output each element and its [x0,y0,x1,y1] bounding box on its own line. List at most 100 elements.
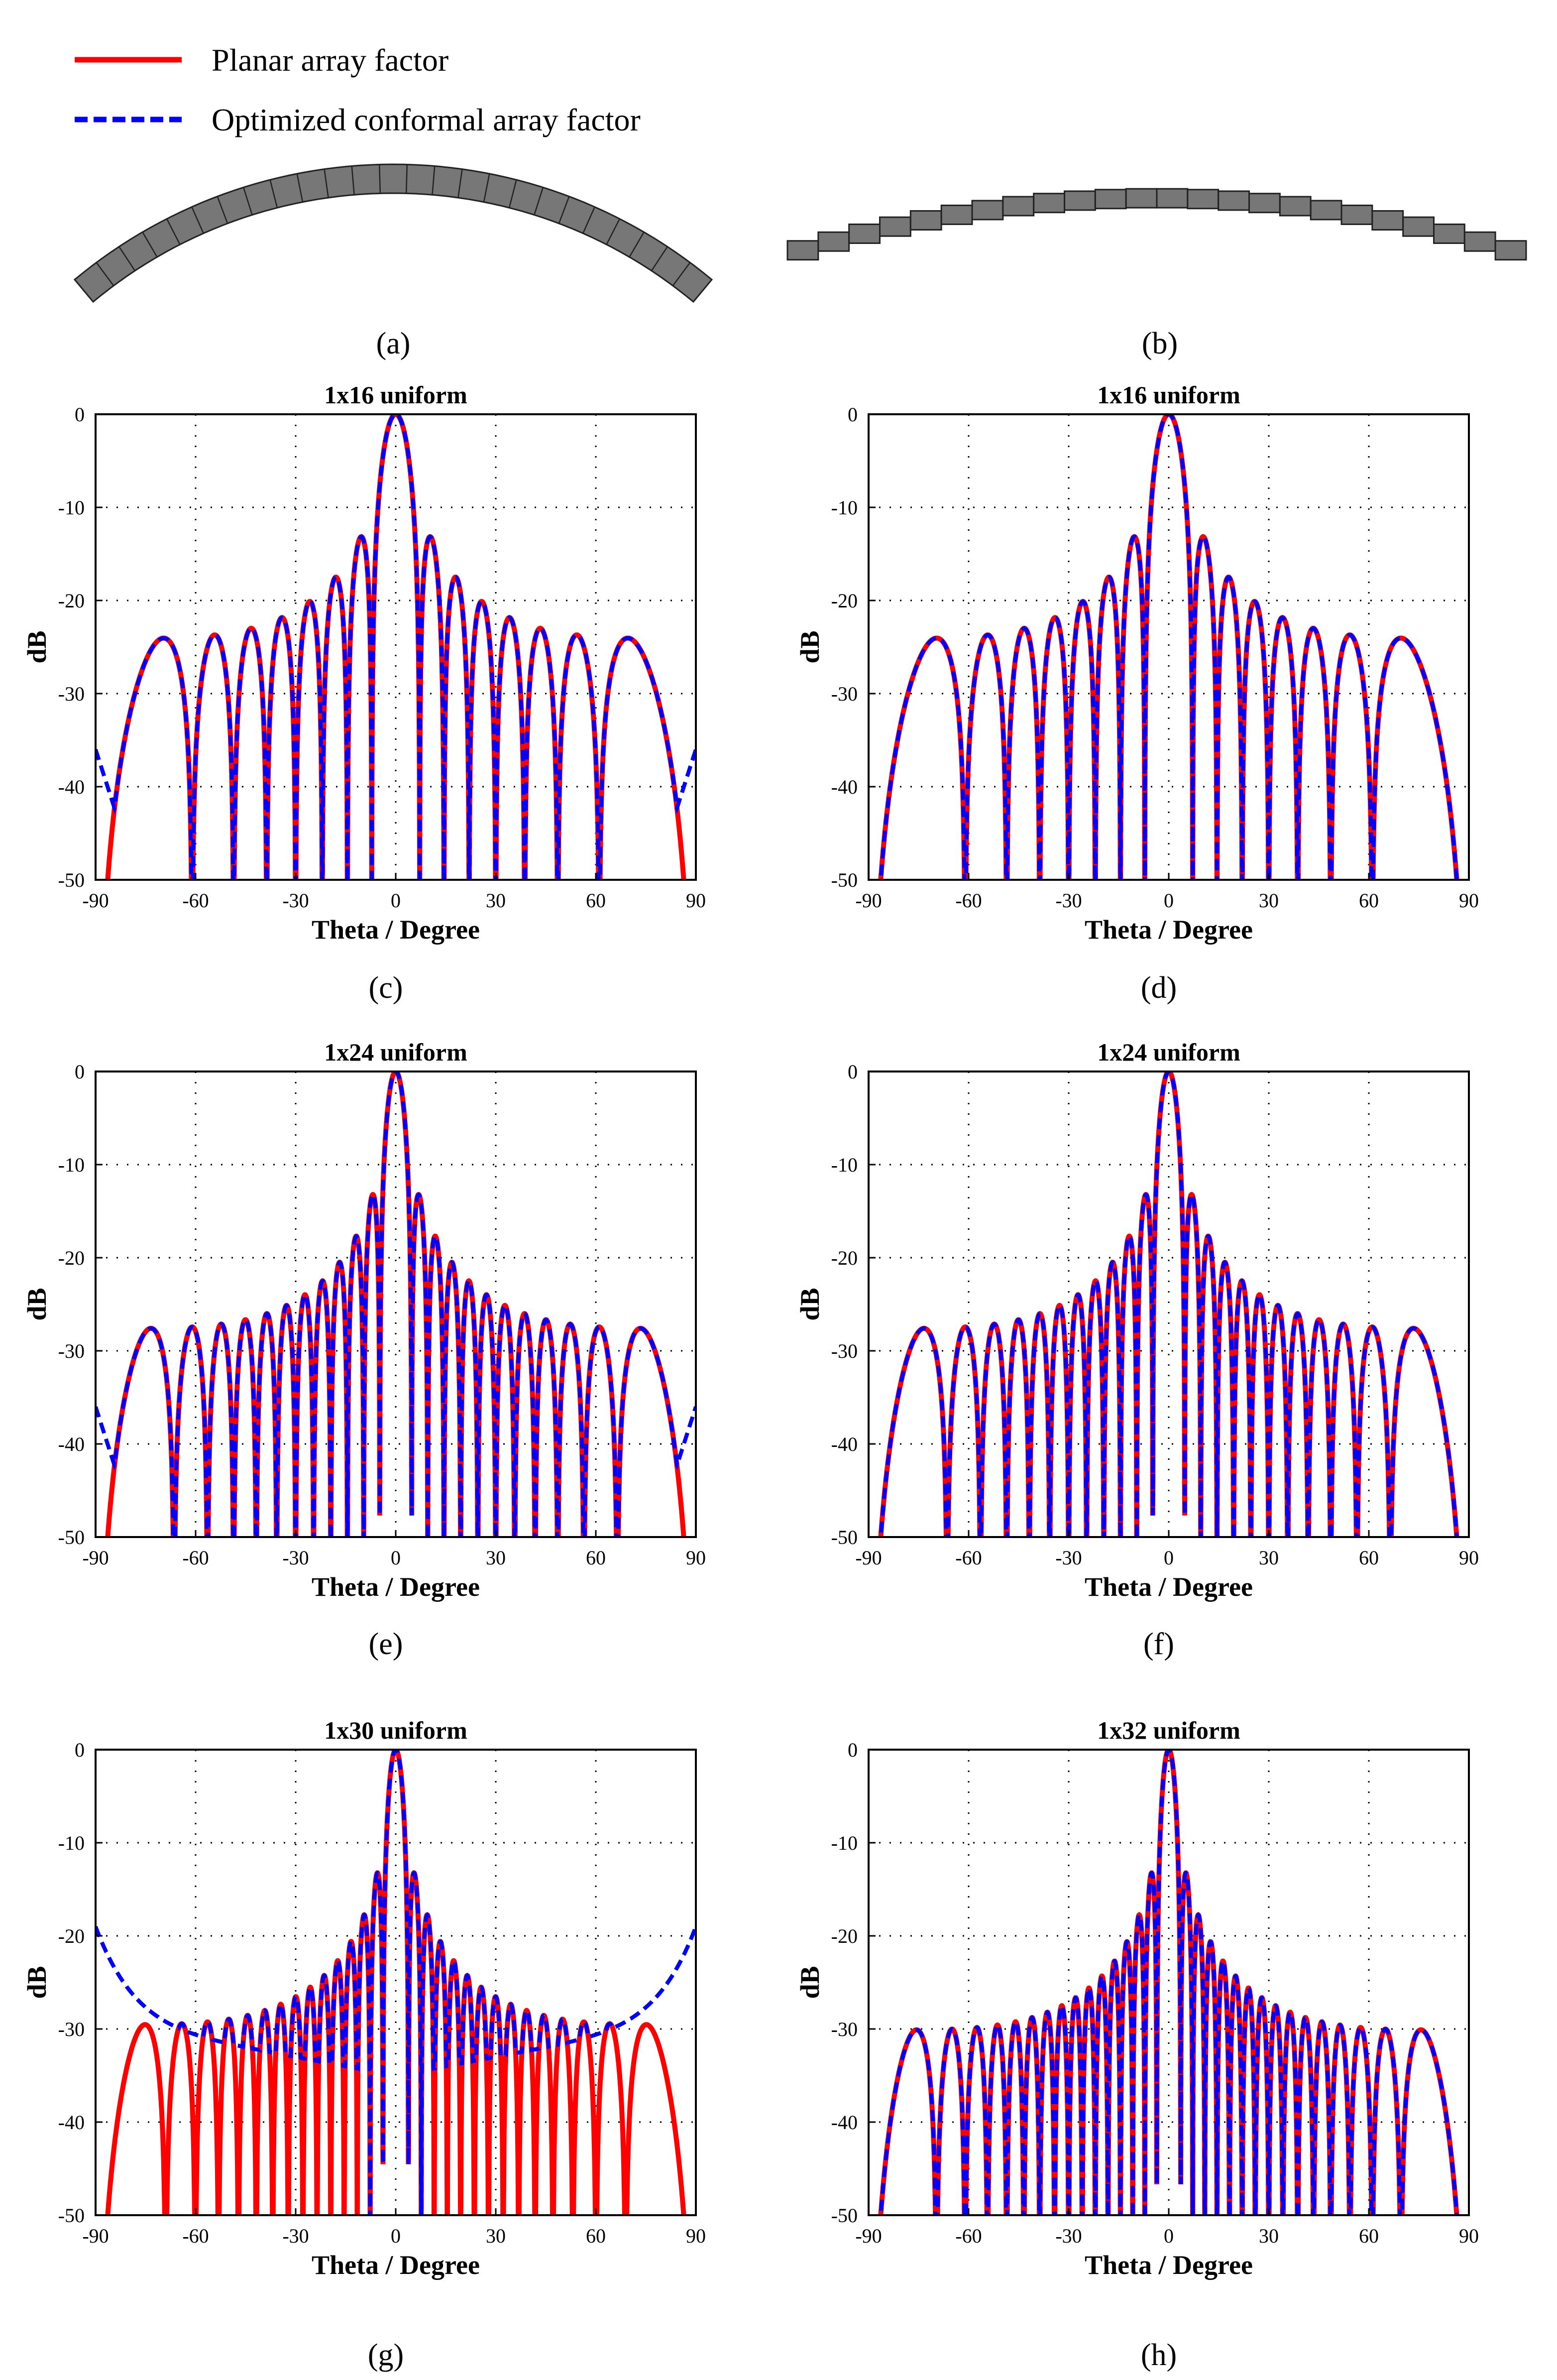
plot-frame [868,413,1470,881]
y-tick-label: -20 [831,1247,858,1269]
panel-label: (a) [376,327,411,360]
x-tick-label: 60 [586,889,606,912]
arc-element-divider [191,207,204,234]
x-tick-label: 60 [1359,889,1379,912]
x-tick-label: 0 [1164,2225,1174,2247]
chart-title: 1x30 uniform [324,1716,467,1744]
x-tick-label: -60 [955,1547,982,1569]
series-planar [105,414,686,880]
stepped-element [1402,216,1435,237]
y-tick-label: -50 [58,1526,85,1548]
y-axis-label: dB [795,630,825,663]
series-conformal [96,1071,696,1537]
y-tick-label: 0 [848,403,858,426]
arc-element-divider [405,164,408,194]
chart-title: 1x24 uniform [324,1038,467,1066]
x-tick-label: -60 [182,2225,209,2247]
legend-entry-planar: Planar array factor [75,42,448,78]
stepped-element [1218,190,1250,211]
x-tick-label: -90 [82,2225,109,2247]
arc-element-divider [378,164,381,194]
x-tick-label: -30 [282,2225,309,2247]
x-tick-label: -60 [182,1547,209,1569]
x-tick-label: 0 [1164,889,1174,912]
chart-e: -90 -60 -30 0 30 60 90 0 -10 -20 -30 -40 -50 1x24 uni… [22,1038,706,1661]
y-axis-label: dB [22,630,52,663]
y-tick-label: -30 [58,683,85,705]
stepped-element [909,210,942,231]
stepped-element [1002,196,1035,217]
y-tick-label: -10 [831,1832,858,1854]
chart-title: 1x16 uniform [324,381,467,409]
x-tick-label: 30 [486,889,506,912]
x-axis-label: Theta / Degree [1085,915,1253,945]
stepped-element [1125,188,1158,209]
y-tick-label: -40 [58,1433,85,1455]
panel-label: (h) [1141,2338,1177,2372]
y-tick-label: -40 [831,2111,858,2134]
y-tick-label: -30 [831,2018,858,2040]
legend-entry-conformal: Optimized conformal array factor [75,102,641,137]
chart-title: 1x24 uniform [1097,1038,1240,1066]
series-planar [105,1750,686,2215]
x-tick-label: -90 [82,889,109,912]
x-axis-label: Theta / Degree [1085,1572,1253,1602]
y-tick-label: -20 [58,1925,85,1947]
stepped-element [1279,196,1312,217]
x-tick-label: 30 [1259,889,1279,912]
y-tick-label: -20 [831,590,858,612]
stepped-element [971,200,1004,221]
x-tick-label: -60 [955,2225,982,2247]
y-tick-label: 0 [75,1061,85,1083]
series-planar [878,1750,1459,2215]
arc-element-divider [534,187,544,216]
stepped-element [848,223,881,244]
x-tick-label: -90 [855,1547,882,1569]
y-axis-label: dB [22,1288,52,1320]
y-tick-label: -10 [58,1154,85,1176]
arc-array-diagram: (a) [73,163,713,360]
series-planar [878,1071,1459,1537]
plot-frame [868,1071,1470,1538]
panel-label: (g) [368,2338,404,2372]
legend: Planar array factor Optimized conformal a… [75,42,641,137]
y-tick-label: -40 [58,2111,85,2134]
stepped-element [1463,231,1496,252]
x-tick-label: 60 [586,2225,606,2247]
y-tick-label: -50 [58,869,85,891]
y-tick-label: -50 [831,2204,858,2227]
x-tick-label: -30 [282,1547,309,1569]
x-tick-label: 0 [391,1547,401,1569]
plot-frame [95,413,697,881]
arc-element-divider [558,196,570,224]
arc-element-divider [582,207,595,234]
x-tick-label: 0 [391,889,401,912]
panel-label: (b) [1142,327,1178,360]
y-tick-label: -50 [831,1526,858,1548]
arc-element-divider [269,179,278,208]
arc-element-divider [483,173,490,202]
stepped-element [1248,193,1281,214]
x-tick-label: 90 [686,1547,706,1569]
chart-g: -90 -60 -30 0 30 60 90 0 -10 -20 -30 -40 -50 1x30 uni… [22,1716,706,2372]
arc-element-divider [629,232,645,257]
chart-c: -90 -60 -30 0 30 60 90 0 -10 -20 -30 -40 -50 1x16 uni… [22,381,706,1005]
x-tick-label: 0 [1164,1547,1174,1569]
y-axis-label: dB [795,1288,825,1320]
y-tick-label: -10 [831,496,858,519]
y-tick-label: -20 [831,1925,858,1947]
stepped-element [1033,193,1066,214]
chart-title: 1x32 uniform [1097,1716,1240,1744]
x-tick-label: -60 [955,889,982,912]
x-tick-label: 90 [1459,889,1479,912]
legend-label: Planar array factor [212,42,448,78]
stepped-element [1187,189,1220,210]
series-conformal [879,1750,1459,2215]
arc-element-divider [242,187,253,216]
y-tick-label: -30 [831,683,858,705]
stepped-element [1433,223,1465,244]
arc-element-divider [324,169,329,198]
x-axis-label: Theta / Degree [1085,2250,1253,2280]
x-tick-label: 90 [686,889,706,912]
arc-element-divider [606,218,621,245]
